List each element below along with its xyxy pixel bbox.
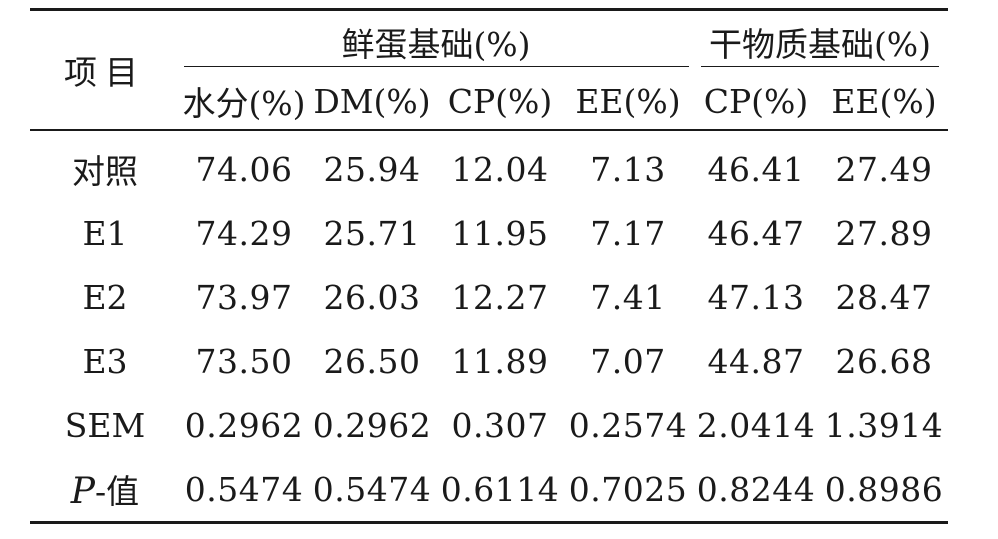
header-row-groups: 项目 鲜蛋基础(%) 干物质基础(%) xyxy=(30,9,948,131)
table-row: E1 74.29 25.71 11.95 7.17 46.47 27.89 xyxy=(30,201,948,265)
cell-value: 0.2962 xyxy=(312,405,432,445)
row-label: P-值 xyxy=(30,457,180,523)
cell-value: 27.89 xyxy=(835,213,933,253)
row-label: E2 xyxy=(82,277,128,317)
cell-value: 46.41 xyxy=(707,149,805,189)
cell-value: 25.94 xyxy=(323,149,421,189)
cell-value: 0.307 xyxy=(451,405,549,445)
header-group-dry: 干物质基础(%) xyxy=(692,10,948,74)
cell-value: 26.03 xyxy=(323,277,421,317)
header-group-fresh: 鲜蛋基础(%) xyxy=(180,10,692,74)
table-row: P-值 0.5474 0.5474 0.6114 0.7025 0.8244 0… xyxy=(30,457,948,523)
cell-value: 0.8244 xyxy=(696,469,816,509)
cell-value: 73.50 xyxy=(195,341,293,381)
table-row: SEM 0.2962 0.2962 0.307 0.2574 2.0414 1.… xyxy=(30,393,948,457)
cell-value: 0.2962 xyxy=(184,405,304,445)
cell-value: 12.04 xyxy=(451,149,549,189)
cell-value: 7.07 xyxy=(590,341,666,381)
header-col-cp-fresh: CP(%) xyxy=(447,81,553,121)
cell-value: 27.49 xyxy=(835,149,933,189)
cell-value: 12.27 xyxy=(451,277,549,317)
header-col-ee-fresh: EE(%) xyxy=(575,81,681,121)
header-group-dry-label: 干物质基础(%) xyxy=(701,18,939,67)
cell-value: 0.8986 xyxy=(824,469,944,509)
cell-value: 7.13 xyxy=(590,149,666,189)
table-row: 对照 74.06 25.94 12.04 7.13 46.41 27.49 xyxy=(30,130,948,201)
cell-value: 46.47 xyxy=(707,213,805,253)
cell-value: 7.41 xyxy=(590,277,666,317)
table-row: E3 73.50 26.50 11.89 7.07 44.87 26.68 xyxy=(30,329,948,393)
header-row-columns: 水分(%) DM(%) CP(%) EE(%) CP(%) EE(%) xyxy=(30,73,948,130)
header-col-cp-dry: CP(%) xyxy=(703,81,809,121)
cell-value: 0.5474 xyxy=(184,469,304,509)
header-col-dm: DM(%) xyxy=(313,81,431,121)
cell-value: 44.87 xyxy=(707,341,805,381)
egg-composition-table: 项目 鲜蛋基础(%) 干物质基础(%) 水分(%) DM(%) CP(%) EE… xyxy=(30,8,948,524)
cell-value: 74.06 xyxy=(195,149,293,189)
cell-value: 25.71 xyxy=(323,213,421,253)
row-label: SEM xyxy=(64,405,146,445)
row-label: E3 xyxy=(82,341,128,381)
header-item: 项目 xyxy=(30,9,180,131)
cell-value: 26.68 xyxy=(835,341,933,381)
table-row: E2 73.97 26.03 12.27 7.41 47.13 28.47 xyxy=(30,265,948,329)
cell-value: 0.6114 xyxy=(440,469,560,509)
row-label: 对照 xyxy=(72,152,138,191)
header-col-ee-dry: EE(%) xyxy=(831,81,937,121)
header-col-moisture: 水分(%) xyxy=(182,84,306,123)
cell-value: 11.89 xyxy=(451,341,549,381)
cell-value: 7.17 xyxy=(590,213,666,253)
cell-value: 26.50 xyxy=(323,341,421,381)
cell-value: 1.3914 xyxy=(824,405,944,445)
header-group-fresh-label: 鲜蛋基础(%) xyxy=(183,18,689,67)
cell-value: 0.5474 xyxy=(312,469,432,509)
cell-value: 28.47 xyxy=(835,277,933,317)
row-label-suffix: -值 xyxy=(95,472,140,511)
row-label: E1 xyxy=(82,213,128,253)
row-label-italic: P xyxy=(70,471,96,512)
cell-value: 47.13 xyxy=(707,277,805,317)
cell-value: 73.97 xyxy=(195,277,293,317)
cell-value: 11.95 xyxy=(451,213,549,253)
cell-value: 2.0414 xyxy=(696,405,816,445)
cell-value: 0.7025 xyxy=(568,469,688,509)
cell-value: 0.2574 xyxy=(568,405,688,445)
cell-value: 74.29 xyxy=(195,213,293,253)
